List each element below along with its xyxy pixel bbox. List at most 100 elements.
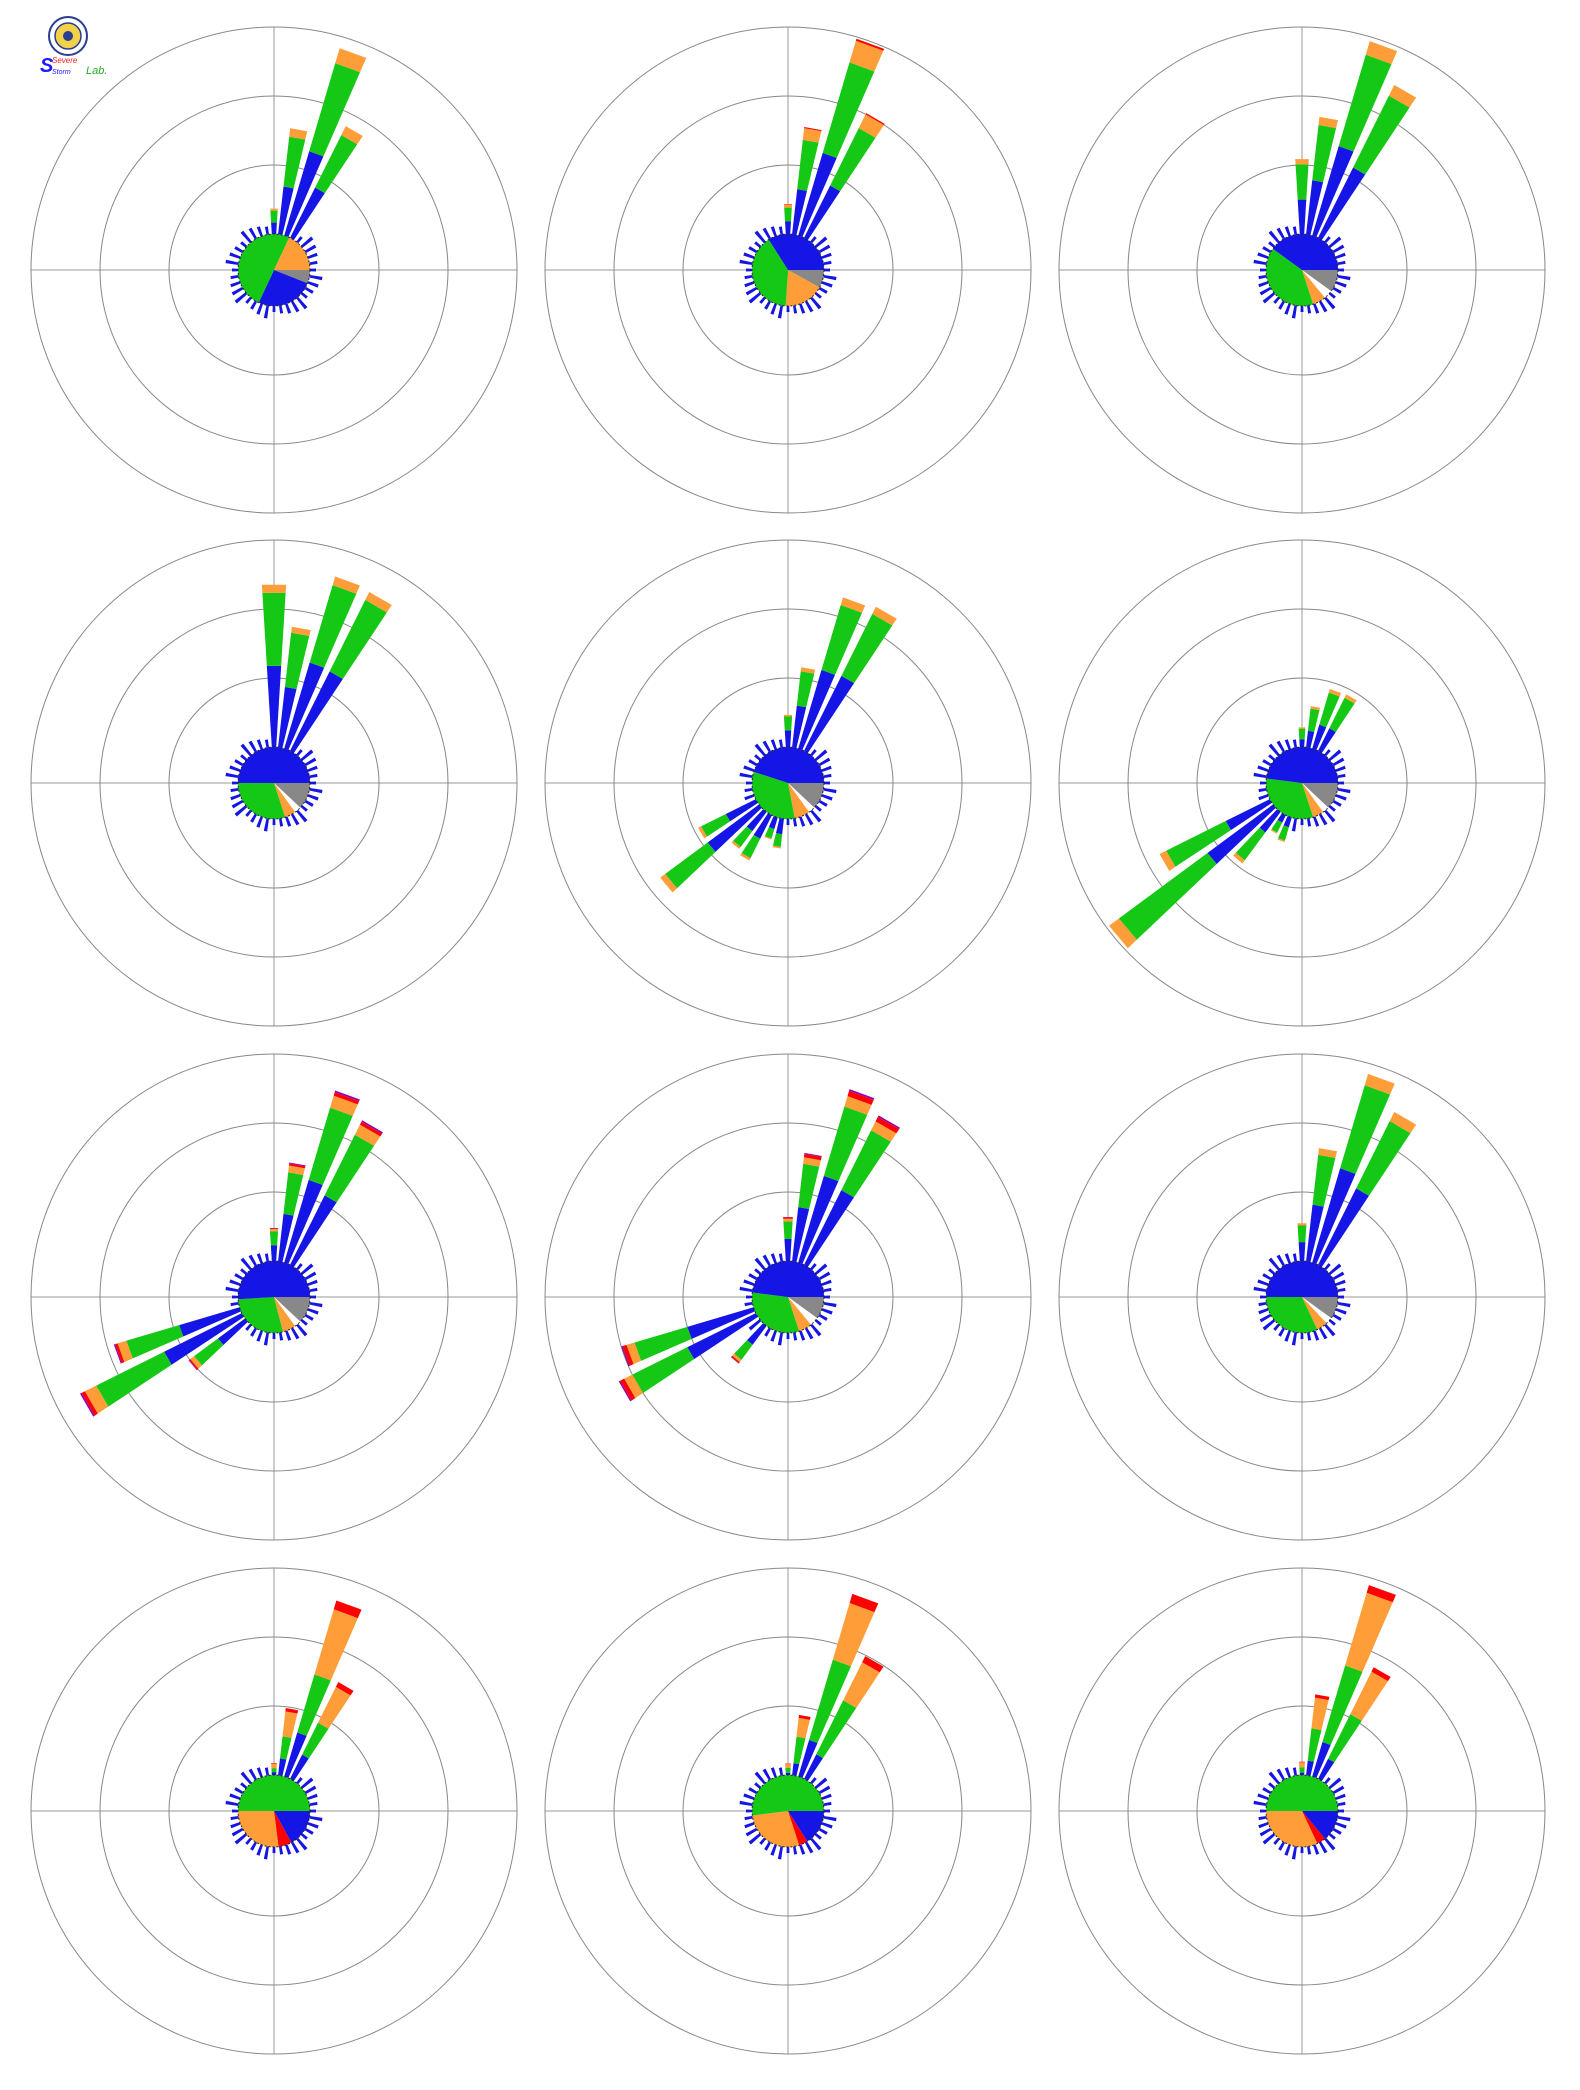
pie-slice <box>238 1811 279 1847</box>
bar-segment <box>741 834 761 859</box>
pie-outline <box>237 1260 311 1334</box>
direction-tick <box>1258 1816 1267 1821</box>
direction-tick <box>240 1782 248 1789</box>
bar-segment <box>284 632 310 690</box>
direction-tick <box>1337 1287 1346 1292</box>
direction-tick <box>1328 1263 1342 1275</box>
direction-tick <box>1292 739 1297 748</box>
direction-tick <box>307 765 318 772</box>
bar-segment <box>618 1380 632 1402</box>
direction-tick <box>1307 1846 1312 1855</box>
bar-segment <box>844 1096 872 1115</box>
pie-slice <box>788 1811 808 1846</box>
direction-tick <box>250 813 258 823</box>
bar-segment <box>361 1120 383 1134</box>
range-ring <box>1058 1053 1546 1541</box>
bar-segment <box>1306 1204 1324 1262</box>
windrose-6 <box>1058 539 1546 1027</box>
direction-tick <box>256 1253 263 1264</box>
direction-tick <box>1324 296 1336 310</box>
direction-tick <box>307 1822 319 1829</box>
bar-segment <box>849 40 884 72</box>
direction-tick <box>1259 1827 1272 1837</box>
direction-tick <box>250 1841 258 1851</box>
bar-segment <box>626 1342 642 1365</box>
bar-segment <box>1235 827 1266 861</box>
direction-tick <box>818 1313 828 1321</box>
range-ring <box>1196 1705 1408 1917</box>
direction-tick <box>279 818 284 827</box>
direction-tick <box>256 1330 263 1342</box>
bar-segment <box>732 1353 742 1363</box>
bar-segment <box>1299 1772 1305 1776</box>
lab-logo: S Severe Storm Lab. <box>38 14 128 82</box>
bar-segment <box>802 128 822 143</box>
pie-slice <box>788 783 810 819</box>
direction-tick <box>823 773 832 778</box>
bar-segment <box>734 1340 753 1360</box>
direction-tick <box>300 1833 308 1840</box>
pie-slice <box>1302 270 1332 298</box>
bar-segment <box>804 1754 824 1781</box>
direction-tick <box>225 772 239 778</box>
bar-segment <box>624 1374 644 1399</box>
bar-segment <box>798 152 837 237</box>
direction-tick <box>307 1279 318 1286</box>
pie-outline <box>237 233 311 307</box>
direction-tick <box>743 765 755 772</box>
direction-tick <box>823 275 837 281</box>
direction-tick <box>1328 292 1336 299</box>
bar-segment <box>96 1351 172 1407</box>
direction-tick <box>754 241 762 248</box>
direction-tick <box>1292 226 1297 235</box>
bar-segment <box>329 599 387 680</box>
direction-tick <box>304 1313 314 1321</box>
direction-tick <box>285 1330 292 1341</box>
direction-tick <box>309 260 318 265</box>
bar-segment <box>872 606 897 626</box>
bar-segment <box>753 813 772 839</box>
direction-tick <box>1324 809 1336 823</box>
bar-segment <box>687 1313 758 1360</box>
direction-tick <box>1335 765 1346 772</box>
bar-segment <box>793 1736 806 1765</box>
windrose-4 <box>30 539 518 1027</box>
bar-segment <box>1353 95 1410 175</box>
direction-tick <box>810 296 822 310</box>
direction-tick <box>786 305 790 312</box>
direction-tick <box>762 227 772 240</box>
bar-segment <box>785 1767 791 1773</box>
direction-tick <box>777 1332 783 1346</box>
pie-slice <box>274 783 301 813</box>
range-ring <box>613 1122 963 1472</box>
bar-segment <box>816 1700 857 1759</box>
pie-slice <box>274 1811 292 1847</box>
bar-segment <box>1207 804 1276 864</box>
pie-slice <box>1302 270 1325 305</box>
direction-tick <box>823 268 830 272</box>
bar-segment <box>783 714 793 717</box>
range-ring <box>1127 1636 1477 1986</box>
direction-tick <box>1332 244 1345 254</box>
direction-tick <box>1335 281 1347 288</box>
direction-tick <box>285 303 292 314</box>
bar-segment <box>290 1195 337 1267</box>
pie-slice <box>238 1261 310 1300</box>
direction-tick <box>1313 1844 1320 1855</box>
direction-tick <box>1258 1308 1269 1315</box>
bar-segment <box>115 1343 125 1364</box>
direction-tick <box>234 1833 248 1845</box>
direction-tick <box>256 226 263 237</box>
bar-segment <box>1298 727 1306 729</box>
direction-tick <box>263 1332 269 1346</box>
bar-segment <box>81 1391 98 1416</box>
direction-tick <box>810 809 822 823</box>
direction-tick <box>1332 757 1345 767</box>
bar-segment <box>792 1763 800 1776</box>
direction-tick <box>739 1286 753 1292</box>
pie-slice <box>238 747 310 783</box>
direction-tick <box>1307 818 1312 827</box>
direction-tick <box>777 305 783 319</box>
direction-tick <box>823 1295 830 1299</box>
